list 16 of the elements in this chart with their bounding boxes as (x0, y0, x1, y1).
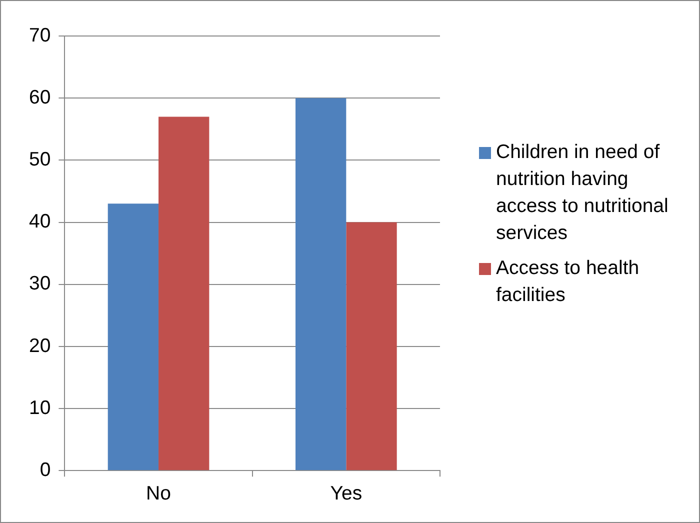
legend-label: Access to health facilities (496, 256, 640, 308)
x-tick-label: No (146, 482, 172, 505)
bar (108, 204, 159, 470)
legend-label: Children in need of nutrition having access to nutritional services (496, 140, 670, 246)
bar (158, 116, 210, 470)
bar (346, 222, 397, 470)
y-tick-label: 60 (28, 86, 51, 108)
y-tick-label: 20 (28, 334, 51, 357)
x-tick-label: Yes (330, 482, 362, 505)
y-tick-label: 10 (28, 396, 51, 419)
y-tick-label: 0 (40, 458, 51, 481)
y-tick-label: 40 (28, 210, 51, 233)
bar (296, 98, 346, 470)
y-tick-label: 30 (28, 272, 51, 295)
y-tick-label: 70 (28, 24, 51, 46)
y-tick-label: 50 (28, 148, 51, 171)
